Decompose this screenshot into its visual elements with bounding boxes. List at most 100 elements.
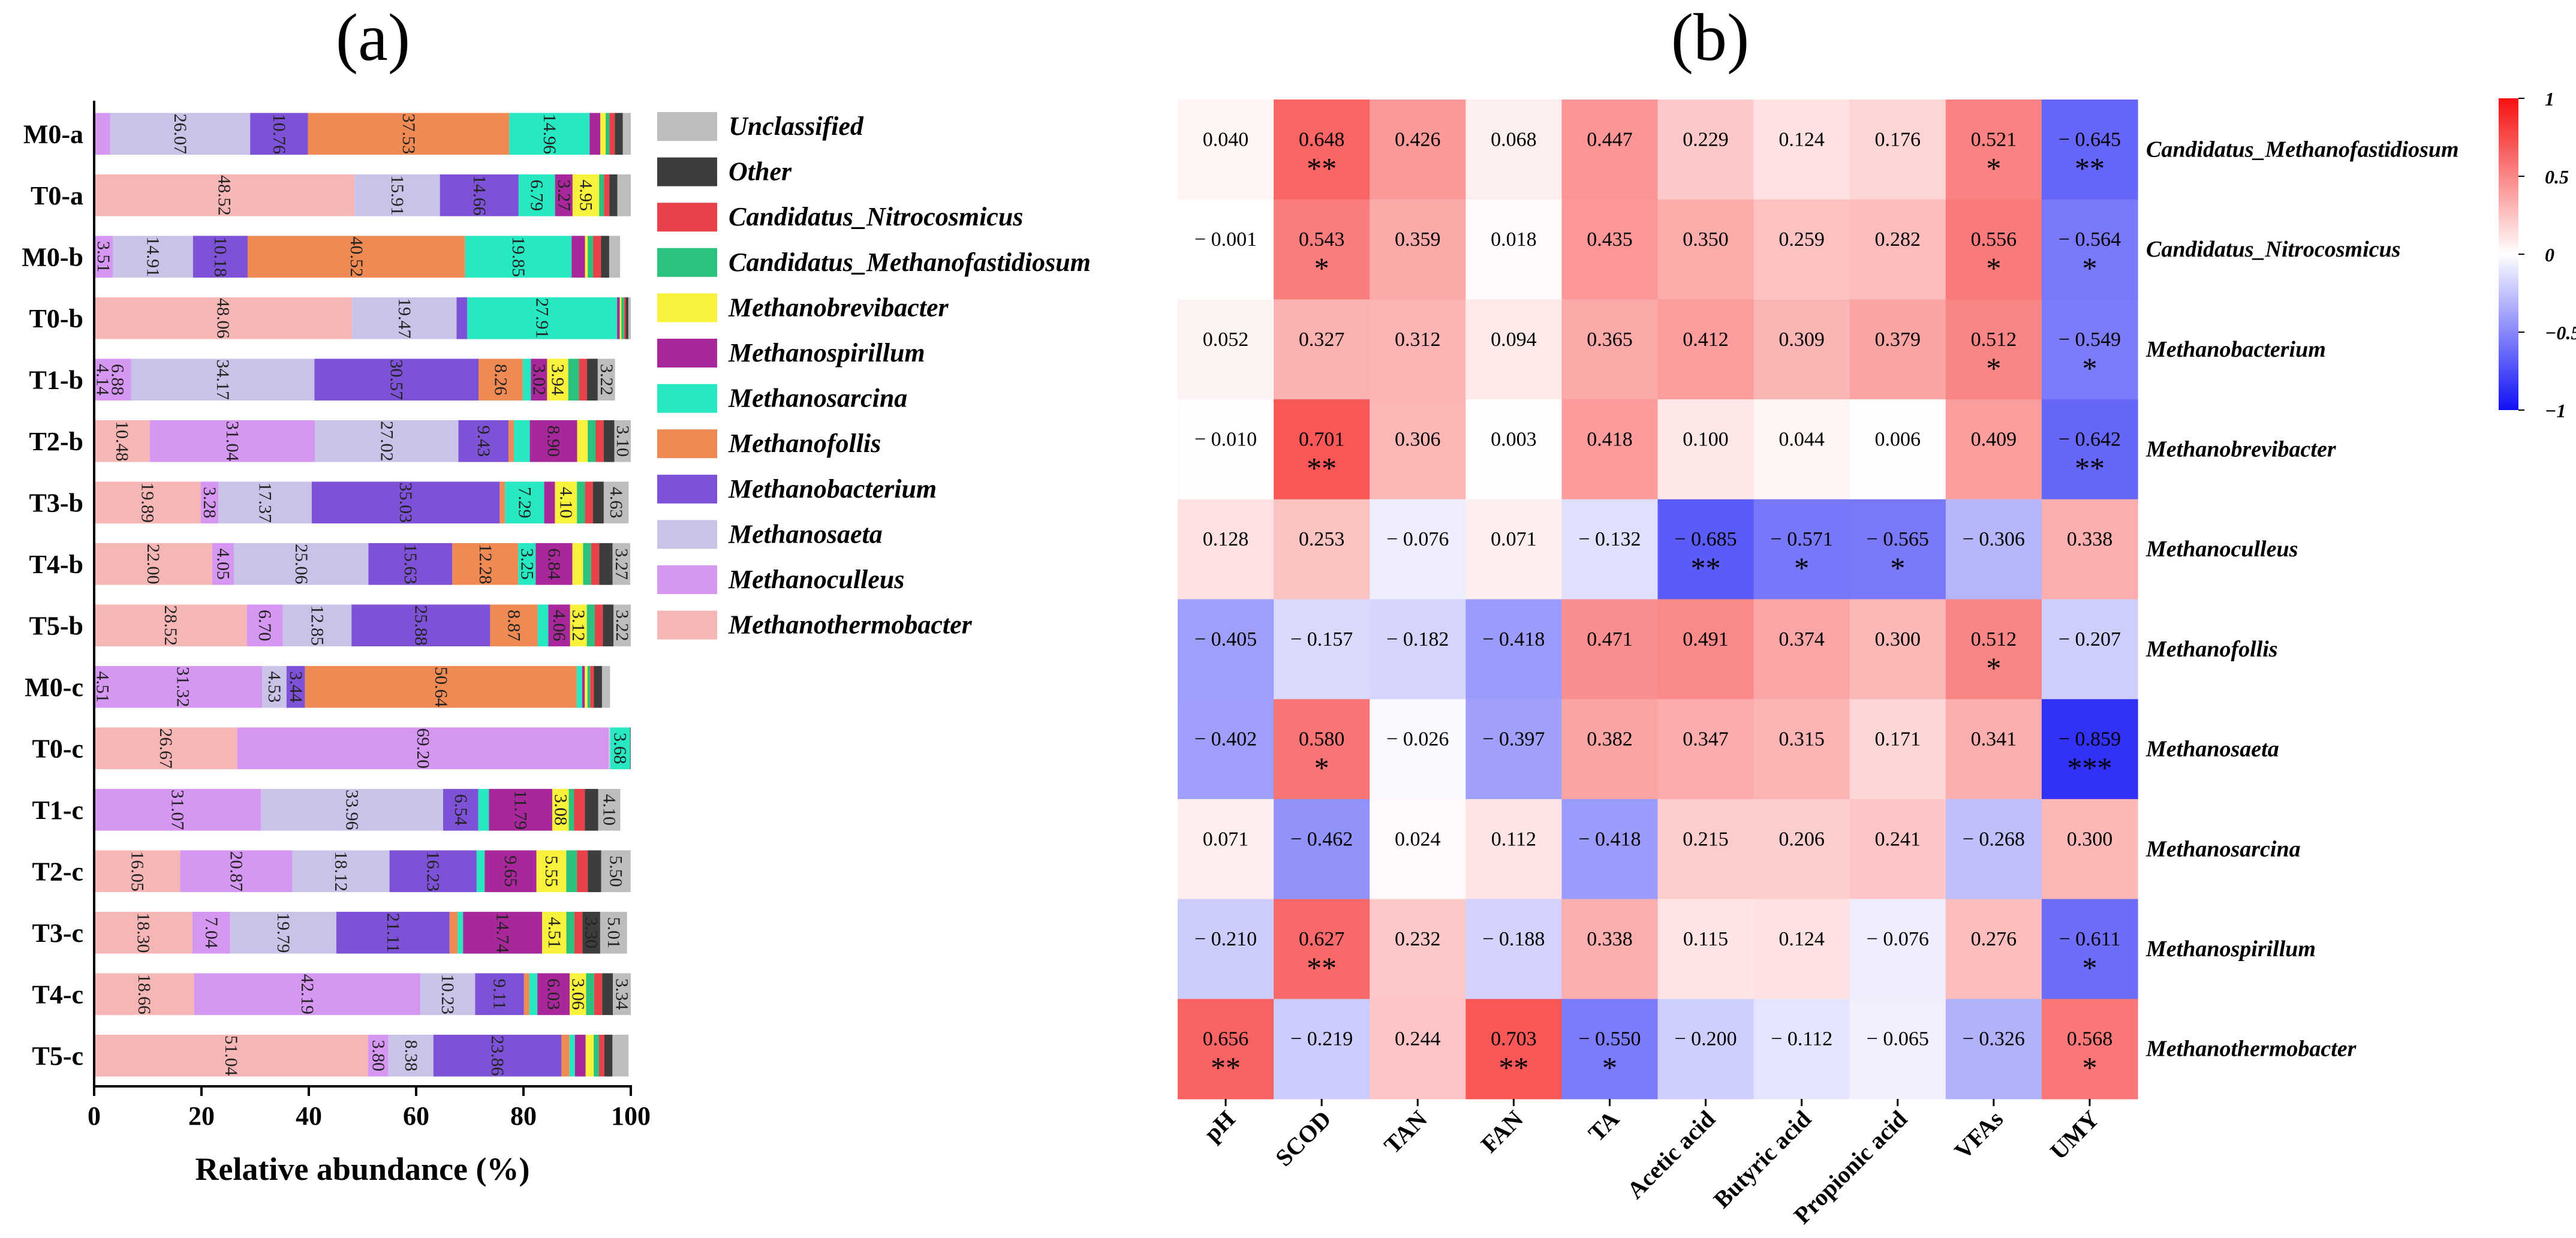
bar-value-label: 3.08	[550, 794, 570, 826]
heatmap-cell-methanospirillum-acetic-acid	[1657, 899, 1755, 999]
bar-segment-t4-c-methanothermobacter	[94, 973, 194, 1016]
heatmap-cell-value: − 0.397	[1482, 728, 1545, 751]
bar-segment-t3-c-methanothermobacter	[94, 911, 192, 954]
bar-value-label: 31.04	[222, 421, 242, 462]
legend-label-methanosarcina: Methanosarcina	[728, 384, 907, 413]
bar-segment-t0-a-methanospirillum	[555, 174, 573, 216]
heatmap-col-label: TAN	[1379, 1105, 1433, 1159]
bar-segment-t5-c-methanosarcina	[569, 1034, 575, 1077]
bar-value-label: 21.11	[383, 913, 403, 953]
row-label: M0-c	[25, 673, 83, 702]
heatmap-cell-methanosarcina-tan	[1370, 799, 1466, 900]
bar-segment-m0-b-unclassified	[609, 236, 621, 278]
bar-segment-t4-b-methanospirillum	[535, 543, 573, 585]
heatmap-cell-methanosaeta-ph	[1178, 699, 1274, 800]
bar-value-label: 12.85	[307, 606, 327, 646]
heatmap-cell-value: 0.521	[1971, 128, 2017, 150]
heatmap-cell-methanobacterium-umy	[2041, 299, 2138, 400]
bar-value-label: 14.91	[143, 237, 163, 278]
legend-label-methanobrevibacter: Methanobrevibacter	[728, 293, 949, 322]
heatmap-cell-value: − 0.065	[1867, 1028, 1929, 1050]
bar-value-label: 33.96	[342, 790, 362, 830]
significance-marker: *	[1602, 1051, 1617, 1085]
bar-segment-t1-b-other	[586, 359, 598, 401]
bar-segment-t2-c-methanosarcina	[476, 850, 485, 893]
bar-value-label: 3.30	[582, 917, 601, 949]
bar-value-label: 22.00	[143, 544, 163, 585]
row-label: T3-c	[32, 918, 83, 948]
bar-segment-t4-b-unclassified	[612, 543, 630, 585]
heatmap-cell-methanospirillum-ta	[1561, 899, 1659, 999]
legend-swatch-methanobacterium	[657, 474, 717, 504]
row-label: T3-b	[29, 488, 83, 517]
bar-segment-t5-b-methanosaeta	[282, 604, 352, 647]
bar-segment-m0-a-methanoculleus	[94, 113, 110, 155]
bar-segment-t4-b-other	[599, 543, 613, 585]
heatmap-cell-value: 0.315	[1778, 728, 1825, 751]
bar-value-label: 4.06	[549, 610, 569, 641]
bar-value-label: 4.63	[606, 487, 626, 519]
legend-swatch-methanofollis	[657, 429, 717, 459]
bar-value-label: 4.10	[600, 794, 619, 826]
heatmap-cell-value: − 0.642	[2059, 428, 2121, 450]
heatmap-cell-methanobacterium-acetic-acid	[1657, 299, 1755, 400]
bar-segment-t0-a-methanobacterium	[440, 174, 519, 216]
bar-segment-t0-c-methanothermobacter	[94, 727, 237, 770]
row-label: T1-c	[32, 796, 83, 825]
bar-segment-t2-b-unclassified	[614, 420, 631, 462]
row-label: T5-b	[29, 611, 83, 640]
heatmap-col-label: TA	[1583, 1105, 1624, 1146]
bar-segment-t4-c-methanosaeta	[420, 973, 476, 1016]
heatmap-cell-value: 0.338	[1587, 928, 1633, 950]
heatmap-cell-value: 0.229	[1683, 128, 1729, 150]
bar-segment-t5-b-candidatus-nitrocosmicus	[594, 604, 603, 647]
heatmap-cell-value: 0.044	[1778, 428, 1825, 450]
bar-value-label: 3.12	[568, 610, 588, 641]
bar-value-label: 4.53	[264, 671, 284, 703]
heatmap-cell-methanosarcina-vfas	[1945, 799, 2042, 900]
heatmap-cell-methanosaeta-butyric-acid	[1753, 699, 1850, 800]
bar-segment-t0-b-candidatus-nitrocosmicus	[624, 297, 626, 339]
bar-segment-t2-c-methanoculleus	[180, 850, 293, 893]
bar-segment-t2-c-unclassified	[601, 850, 631, 893]
heatmap-cell-value: − 0.549	[2059, 329, 2121, 351]
bar-segment-t0-a-candidatus-methanofastidiosum	[599, 174, 604, 216]
x-tick-label: 60	[403, 1101, 429, 1131]
heatmap-cell-candidatus-methanofastidiosum-butyric-acid	[1753, 100, 1850, 200]
bar-segment-t5-b-methanospirillum	[548, 604, 570, 647]
bar-value-label: 3.22	[597, 364, 616, 396]
heatmap-cell-value: 0.543	[1299, 228, 1345, 251]
heatmap-cell-value: 0.327	[1299, 329, 1345, 351]
bar-value-label: 69.20	[413, 728, 433, 769]
bar-segment-t3-b-methanofollis	[499, 481, 505, 524]
bar-value-label: 4.05	[213, 549, 233, 580]
legend-swatch-methanobrevibacter	[657, 293, 717, 323]
bar-segment-t5-c-candidatus-nitrocosmicus	[599, 1034, 604, 1077]
bar-segment-t2-c-methanospirillum	[484, 850, 537, 893]
bar-segment-t1-b-candidatus-nitrocosmicus	[579, 359, 587, 401]
heatmap-cell-candidatus-nitrocosmicus-scod	[1274, 199, 1370, 300]
bar-segment-t0-b-methanospirillum	[617, 297, 620, 339]
heatmap-cell-value: 0.656	[1203, 1028, 1249, 1050]
heatmap-cell-methanothermobacter-vfas	[1945, 999, 2042, 1100]
colorbar-tick-label: 0.5	[2545, 166, 2569, 188]
bar-value-label: 4.14	[93, 364, 113, 396]
heatmap-cell-value: − 0.026	[1386, 728, 1449, 751]
heatmap-cell-candidatus-nitrocosmicus-propionic-acid	[1849, 199, 1946, 300]
heatmap-cell-methanofollis-tan	[1370, 599, 1466, 700]
heatmap-cell-methanosarcina-ph	[1178, 799, 1274, 900]
heatmap-cell-methanoculleus-acetic-acid	[1657, 499, 1755, 600]
bar-segment-m0-a-methanobrevibacter	[600, 113, 606, 155]
bar-segment-t5-c-other	[604, 1034, 613, 1077]
heatmap-cell-value: 0.471	[1587, 628, 1633, 650]
bar-segment-t2-b-methanobacterium	[458, 420, 509, 462]
bar-value-label: 30.57	[387, 360, 407, 400]
heatmap-row-label: Methanosarcina	[2145, 836, 2301, 862]
row-label: M0-b	[22, 242, 83, 272]
bar-segment-t1-b-methanosaeta	[131, 359, 315, 401]
row-label: T5-c	[32, 1041, 83, 1071]
heatmap-cell-value: − 0.188	[1482, 928, 1545, 950]
heatmap-cell-methanospirillum-tan	[1370, 899, 1466, 999]
bar-segment-t1-c-other	[585, 788, 598, 831]
bar-value-label: 3.44	[286, 671, 306, 703]
